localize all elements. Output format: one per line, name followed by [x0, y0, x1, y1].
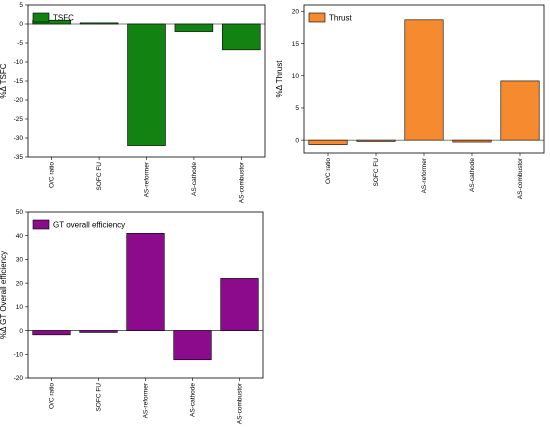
bar-5 — [220, 278, 259, 331]
legend-swatch — [32, 12, 50, 23]
x-tick-label: SOFC FU — [373, 158, 380, 187]
y-tick-label: 40 — [16, 233, 24, 240]
panel-tsfc: 5 0 -5 -10 -15 -20 -25 -30 -35 O/C ratio SOFC FU AS… — [0, 2, 266, 203]
y-axis-label: %Δ TSFC — [0, 63, 8, 98]
y-tick-label: -35 — [14, 154, 24, 161]
x-tick-label: O/C ratio — [49, 383, 56, 409]
panel-gt-efficiency: 50 40 30 20 10 0 -10 -20 O/C ratio SOFC FU AS-refo… — [0, 209, 264, 424]
y-tick-label: 0 — [19, 21, 23, 28]
x-tick-label: O/C ratio — [325, 158, 332, 184]
x-tick-label: AS-reformer — [143, 382, 150, 418]
y-tick-label: 50 — [16, 209, 24, 216]
bar-4 — [452, 139, 492, 143]
x-tick-label: AS-cathode — [191, 162, 198, 196]
x-tick-label: AS-reformer — [144, 161, 151, 197]
legend-label: GT overall efficiency — [53, 221, 125, 230]
x-tick-label: O/C ratio — [49, 162, 56, 188]
x-tick-label: AS-cathode — [190, 383, 197, 417]
y-tick-label: -15 — [14, 78, 24, 85]
legend-label: Thrust — [329, 14, 352, 23]
x-tick-label: SOFC FU — [96, 162, 103, 191]
y-tick-label: 0 — [295, 137, 299, 144]
bar-3 — [126, 233, 165, 331]
y-tick-label: -5 — [17, 40, 23, 47]
y-tick-label: -10 — [14, 59, 24, 66]
y-tick-label: 10 — [292, 73, 300, 80]
y-tick-label: -20 — [14, 375, 24, 382]
bar-2 — [356, 139, 396, 142]
legend-swatch — [32, 219, 50, 230]
y-tick-label: 5 — [19, 2, 23, 9]
y-tick-label: 20 — [292, 9, 300, 16]
bar-3 — [127, 23, 166, 146]
bar-1 — [308, 139, 348, 145]
y-tick-label: 20 — [16, 280, 24, 287]
legend-label: TSFC — [53, 14, 74, 23]
bar-5 — [222, 23, 261, 51]
y-tick-label: -30 — [14, 135, 24, 142]
bar-2 — [79, 22, 119, 25]
y-axis-label: %Δ Thrust — [275, 60, 284, 98]
x-tick-label: AS-combustor — [517, 157, 524, 199]
bar-5 — [500, 80, 540, 141]
y-axis-label: %Δ GT Overall efficiency — [0, 251, 8, 339]
x-tick-label: AS-combustor — [238, 161, 245, 203]
x-tick-label: AS-reformer — [421, 157, 428, 193]
y-tick-label: 5 — [295, 105, 299, 112]
y-tick-label: 15 — [292, 41, 300, 48]
bar-3 — [404, 19, 444, 141]
x-tick-label: AS-cathode — [469, 158, 476, 192]
x-tick-label: AS-combustor — [237, 382, 244, 424]
y-tick-label: 0 — [19, 328, 23, 335]
y-tick-label: -10 — [14, 351, 24, 358]
y-tick-label: 30 — [16, 257, 24, 264]
bar-2 — [79, 330, 118, 333]
bar-4 — [174, 23, 214, 32]
bar-1 — [32, 330, 71, 336]
panel-thrust: 20 15 10 5 0 O/C ratio SOFC FU AS-reformer AS-ca… — [275, 4, 545, 199]
y-tick-label: -25 — [14, 116, 24, 123]
bar-4 — [173, 330, 212, 361]
x-tick-label: SOFC FU — [96, 383, 103, 412]
y-tick-label: -20 — [14, 97, 24, 104]
legend-swatch — [308, 12, 326, 23]
y-tick-label: 10 — [16, 304, 24, 311]
